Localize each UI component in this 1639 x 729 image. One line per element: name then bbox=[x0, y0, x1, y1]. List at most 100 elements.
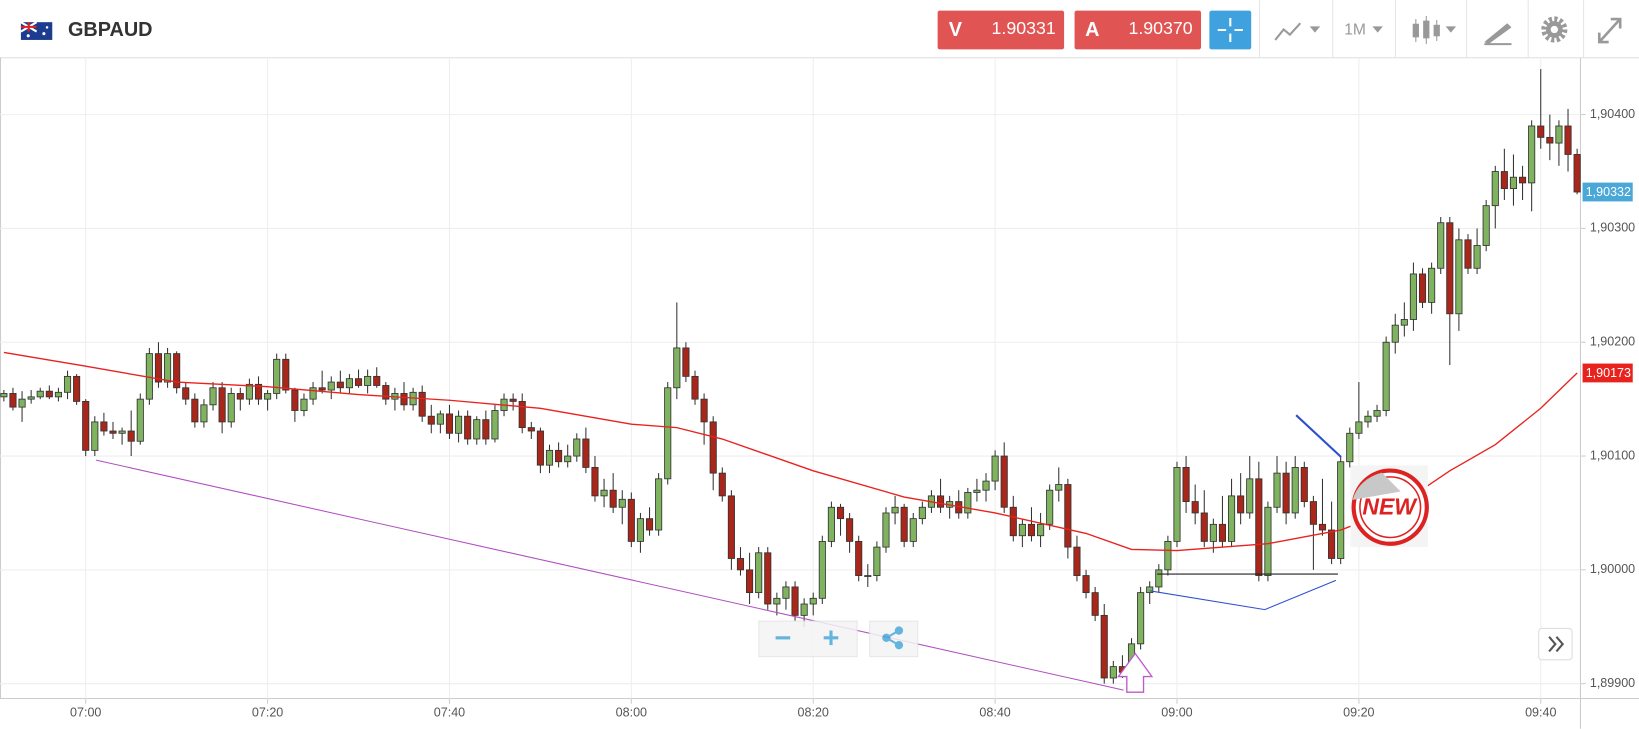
candle-body bbox=[673, 347, 681, 389]
candle-body bbox=[73, 375, 81, 402]
candle-body bbox=[436, 413, 444, 425]
candle-body bbox=[600, 489, 608, 497]
candle-body bbox=[318, 387, 326, 391]
candle-body bbox=[1209, 523, 1217, 542]
drawings bbox=[96, 414, 1342, 693]
candle-body bbox=[1491, 171, 1499, 207]
candle-body bbox=[1282, 472, 1290, 514]
candle-body bbox=[645, 518, 654, 531]
candle-body bbox=[400, 393, 408, 406]
candle-body bbox=[964, 492, 972, 514]
candle-body bbox=[691, 375, 699, 400]
candle-body bbox=[1200, 512, 1208, 542]
timeframe-button[interactable]: 1M bbox=[1344, 22, 1383, 39]
trend-line bbox=[96, 459, 1124, 691]
candle-body bbox=[1318, 523, 1327, 531]
candle-body bbox=[1082, 575, 1090, 594]
candle-body bbox=[936, 495, 945, 508]
candle-body bbox=[555, 449, 563, 463]
x-tick-label: 07:20 bbox=[252, 705, 283, 719]
candle-body bbox=[300, 398, 308, 411]
grid bbox=[0, 57, 1581, 699]
candle-body bbox=[282, 358, 290, 391]
candle-body bbox=[1364, 415, 1372, 423]
settings-button[interactable] bbox=[1541, 16, 1568, 43]
candle-body bbox=[1346, 432, 1354, 463]
current-price-label: 1,90332 bbox=[1586, 185, 1631, 199]
candle-body bbox=[727, 495, 735, 559]
candle-body bbox=[636, 518, 644, 542]
share-button[interactable] bbox=[882, 626, 904, 650]
sell-button[interactable]: V 1.90331 bbox=[937, 10, 1065, 50]
drawing-tool-button[interactable] bbox=[1484, 23, 1512, 46]
candle-body bbox=[1500, 171, 1508, 190]
y-tick-label: 1,90200 bbox=[1590, 335, 1635, 349]
candle-body bbox=[1437, 222, 1445, 269]
candle-body bbox=[1546, 136, 1554, 144]
candle-body bbox=[1537, 125, 1545, 138]
candle-body bbox=[1555, 125, 1563, 144]
candle-style-button[interactable] bbox=[1412, 15, 1457, 45]
candle-body bbox=[1391, 324, 1399, 343]
buy-label: A bbox=[1085, 19, 1099, 41]
candle-body bbox=[1046, 489, 1054, 525]
candle-body bbox=[354, 378, 363, 386]
candle-body bbox=[345, 378, 353, 389]
candle-body bbox=[1337, 461, 1345, 559]
candle-body bbox=[982, 480, 990, 491]
candle-body bbox=[573, 438, 581, 457]
candle-body bbox=[464, 415, 472, 440]
candle-body bbox=[700, 398, 708, 423]
candle-body bbox=[191, 398, 199, 423]
y-tick-label: 1,90000 bbox=[1590, 562, 1635, 576]
candle-body bbox=[136, 398, 144, 442]
candle-body bbox=[373, 375, 381, 386]
x-tick-label: 09:40 bbox=[1525, 705, 1556, 719]
candle-body bbox=[1291, 467, 1299, 514]
candle-body bbox=[45, 390, 53, 398]
candle-body bbox=[855, 540, 863, 576]
candle-body bbox=[482, 419, 490, 440]
candle-body bbox=[1091, 592, 1099, 616]
symbol: GBPAUD bbox=[68, 19, 153, 41]
candle-body bbox=[9, 393, 17, 408]
candle-body bbox=[1418, 273, 1427, 303]
candle-body bbox=[1237, 495, 1245, 514]
candle-body bbox=[1246, 478, 1254, 514]
crosshair-button[interactable] bbox=[1209, 10, 1252, 50]
fullscreen-button[interactable] bbox=[1597, 17, 1622, 44]
candle-body bbox=[1027, 523, 1036, 537]
candle-body bbox=[536, 430, 544, 466]
candle-body bbox=[545, 449, 554, 466]
candle-body bbox=[109, 430, 117, 434]
buy-button[interactable]: A 1.90370 bbox=[1074, 10, 1202, 50]
candle-body bbox=[736, 558, 745, 571]
candle-body bbox=[1573, 154, 1581, 193]
candle-body bbox=[1037, 523, 1045, 537]
scroll-right-button[interactable] bbox=[1538, 627, 1573, 661]
chart-type-button[interactable] bbox=[1274, 22, 1321, 41]
timeframe: 1M bbox=[1344, 22, 1366, 39]
candle-body bbox=[618, 498, 626, 508]
candle-body bbox=[918, 506, 926, 520]
candle-body bbox=[1146, 586, 1154, 594]
candle-body bbox=[846, 518, 854, 542]
candle-body bbox=[1109, 666, 1117, 679]
candle-body bbox=[1009, 506, 1017, 537]
candle-body bbox=[54, 391, 62, 398]
candle-body bbox=[209, 387, 217, 406]
candle-body bbox=[1355, 421, 1363, 434]
ma-price-label: 1,90173 bbox=[1586, 366, 1631, 380]
candle-body bbox=[173, 353, 181, 389]
zoom-in[interactable] bbox=[823, 630, 839, 646]
candle-body bbox=[382, 385, 390, 400]
candle-body bbox=[18, 398, 26, 408]
candle-body bbox=[809, 597, 817, 605]
candle-body bbox=[100, 421, 108, 432]
candle-body bbox=[1446, 222, 1454, 315]
candle-body bbox=[1264, 506, 1272, 576]
x-tick-label: 08:40 bbox=[979, 705, 1010, 719]
candle-body bbox=[709, 421, 717, 474]
candle-body bbox=[200, 404, 208, 423]
